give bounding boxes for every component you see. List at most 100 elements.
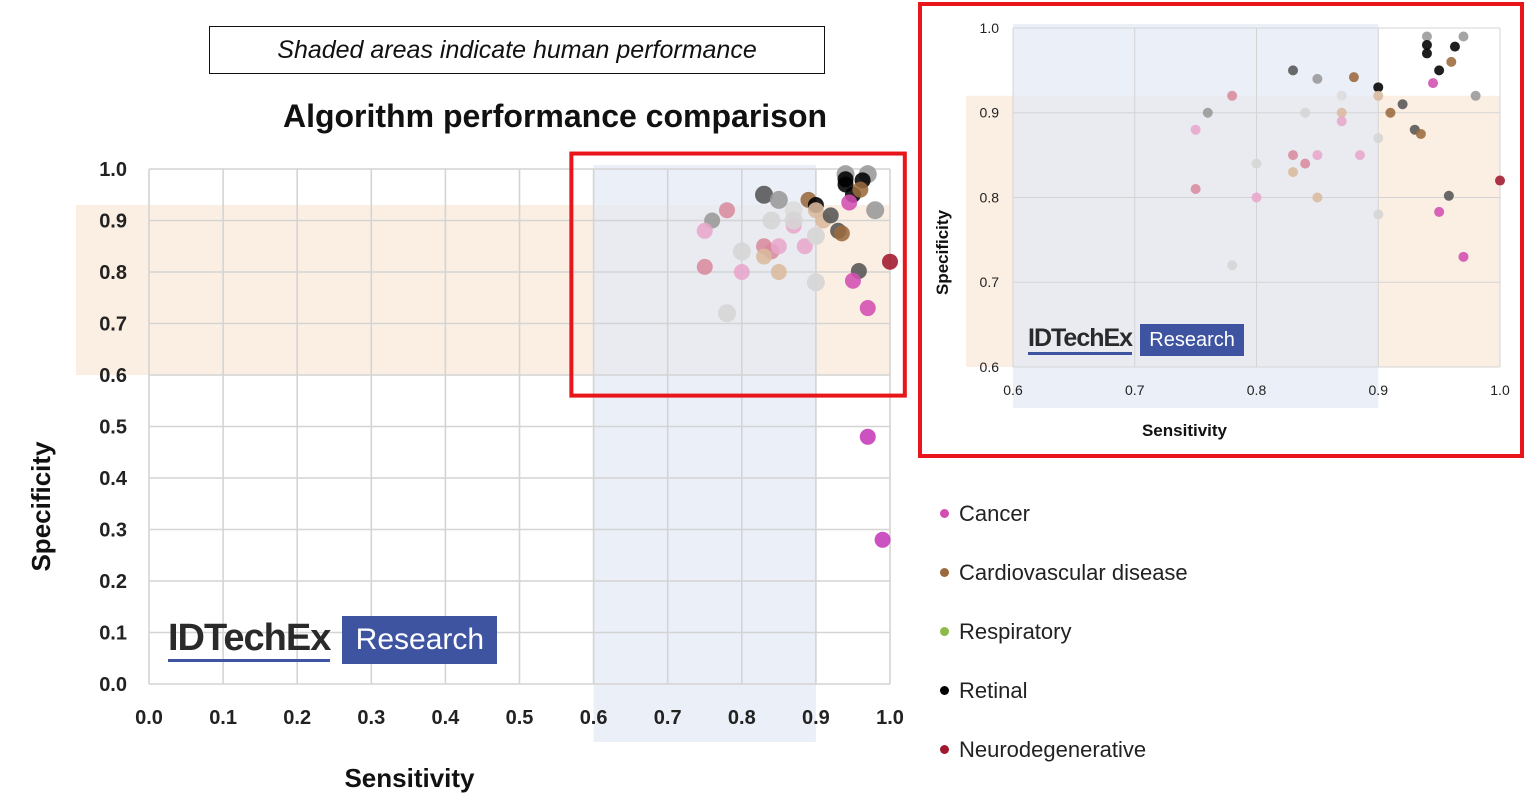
- y-tick-label: 1.0: [99, 159, 127, 181]
- x-tick-label: 0.1: [209, 707, 237, 729]
- inset-data-point: [1312, 73, 1323, 84]
- legend-item-neurodegenerative: Neurodegenerative: [940, 720, 1188, 779]
- y-tick-label: 0.0: [99, 674, 127, 696]
- data-point: [696, 258, 713, 275]
- inset-logo-brand-text: IDTechEx: [1028, 325, 1133, 355]
- inset-data-point: [1251, 192, 1262, 203]
- data-point: [859, 300, 876, 317]
- logo-research-badge: Research: [342, 616, 498, 664]
- data-point: [806, 226, 825, 245]
- data-point: [874, 531, 891, 548]
- legend-item-respiratory: Respiratory: [940, 602, 1188, 661]
- y-tick-label: 0.9: [99, 211, 127, 233]
- data-point: [822, 207, 839, 224]
- data-point: [732, 242, 751, 261]
- inset-data-point: [1202, 107, 1213, 118]
- inset-data-point: [1428, 78, 1439, 89]
- inset-data-point: [1336, 116, 1347, 127]
- data-point: [806, 273, 825, 292]
- y-tick-label: 0.8: [99, 262, 127, 284]
- x-axis-label: Sensitivity: [344, 763, 475, 793]
- legend-item-retinal: Retinal: [940, 661, 1188, 720]
- x-tick-label: 0.3: [357, 707, 385, 729]
- inset-x-tick-label: 0.8: [1247, 382, 1267, 398]
- x-tick-label: 0.6: [580, 707, 608, 729]
- data-point: [718, 202, 735, 219]
- inset-data-point: [1190, 184, 1201, 195]
- inset-data-point: [1470, 90, 1481, 101]
- inset-data-point: [1415, 128, 1426, 139]
- data-point: [796, 238, 813, 255]
- inset-data-point: [1300, 107, 1311, 118]
- x-tick-label: 0.0: [135, 707, 163, 729]
- inset-data-point: [1443, 190, 1454, 201]
- chart-title: Algorithm performance comparison: [282, 98, 828, 134]
- inset-zoom-chart: 0.6 0.7 0.8 0.9 1.0 0.6 0.7 0.8 0.9 1.0 Sensitivit…: [918, 2, 1524, 458]
- data-point: [769, 190, 788, 209]
- inset-x-tick-label: 1.0: [1490, 382, 1510, 398]
- inset-data-point: [1421, 31, 1432, 42]
- data-point: [882, 253, 898, 270]
- inset-logo-research-badge: Research: [1140, 324, 1245, 356]
- y-tick-label: 0.5: [99, 417, 127, 439]
- data-point: [755, 185, 774, 204]
- inset-x-tick-label: 0.6: [1003, 382, 1023, 398]
- legend-marker-neurodegenerative: [940, 745, 949, 754]
- y-tick-label: 0.4: [99, 468, 128, 490]
- inset-data-point: [1373, 82, 1384, 93]
- inset-data-point: [1288, 150, 1299, 161]
- legend-label-cardiovascular: Cardiovascular disease: [959, 559, 1188, 585]
- inset-y-tick-label: 0.8: [980, 189, 1000, 205]
- y-tick-label: 0.3: [99, 520, 127, 542]
- data-point: [756, 248, 773, 265]
- x-tick-label: 0.2: [283, 707, 311, 729]
- legend-label-neurodegenerative: Neurodegenerative: [959, 736, 1147, 762]
- idtechex-logo: IDTechEx Research: [168, 616, 498, 664]
- data-point: [859, 428, 876, 445]
- legend-item-cancer: Cancer: [940, 484, 1188, 543]
- data-point: [696, 222, 713, 239]
- legend-marker-respiratory: [940, 627, 949, 636]
- data-point: [770, 264, 787, 280]
- inset-data-point: [1449, 41, 1460, 52]
- inset-data-point: [1373, 133, 1384, 144]
- data-point: [733, 264, 750, 280]
- inset-y-tick-label: 0.7: [980, 274, 1000, 290]
- y-tick-label: 0.7: [99, 314, 127, 336]
- inset-x-axis-label: Sensitivity: [1142, 421, 1228, 440]
- inset-data-point: [1336, 107, 1347, 118]
- inset-y-tick-label: 1.0: [980, 20, 1000, 36]
- inset-data-point: [1385, 107, 1396, 118]
- data-point: [844, 272, 861, 289]
- inset-x-tick-label: 0.7: [1125, 382, 1145, 398]
- data-point: [841, 194, 858, 211]
- data-point: [770, 238, 787, 255]
- inset-data-point: [1288, 167, 1299, 178]
- inset-data-point: [1421, 39, 1432, 50]
- legend-marker-retinal: [940, 686, 949, 695]
- legend-marker-cardiovascular: [940, 568, 949, 577]
- data-point: [784, 211, 803, 230]
- data-point: [833, 225, 850, 242]
- inset-data-point: [1446, 56, 1457, 67]
- inset-data-point: [1434, 65, 1445, 76]
- legend-marker-cancer: [940, 509, 949, 518]
- legend-label-retinal: Retinal: [959, 677, 1028, 703]
- inset-data-point: [1348, 72, 1359, 83]
- data-point: [762, 211, 781, 230]
- inset-data-point: [1458, 251, 1469, 262]
- x-tick-label: 0.9: [802, 707, 830, 729]
- inset-y-tick-label: 0.9: [980, 105, 1000, 121]
- data-point: [866, 201, 885, 220]
- zoom-highlight-box: [569, 151, 907, 398]
- legend-label-respiratory: Respiratory: [959, 618, 1072, 644]
- inset-data-point: [1190, 124, 1201, 135]
- human-performance-note: Shaded areas indicate human performance: [209, 26, 825, 74]
- x-tick-label: 0.4: [431, 707, 460, 729]
- x-tick-label: 0.5: [506, 707, 534, 729]
- x-tick-label: 1.0: [876, 707, 904, 729]
- x-tick-label: 0.8: [728, 707, 756, 729]
- y-tick-label: 0.1: [99, 623, 127, 645]
- inset-data-point: [1373, 209, 1384, 220]
